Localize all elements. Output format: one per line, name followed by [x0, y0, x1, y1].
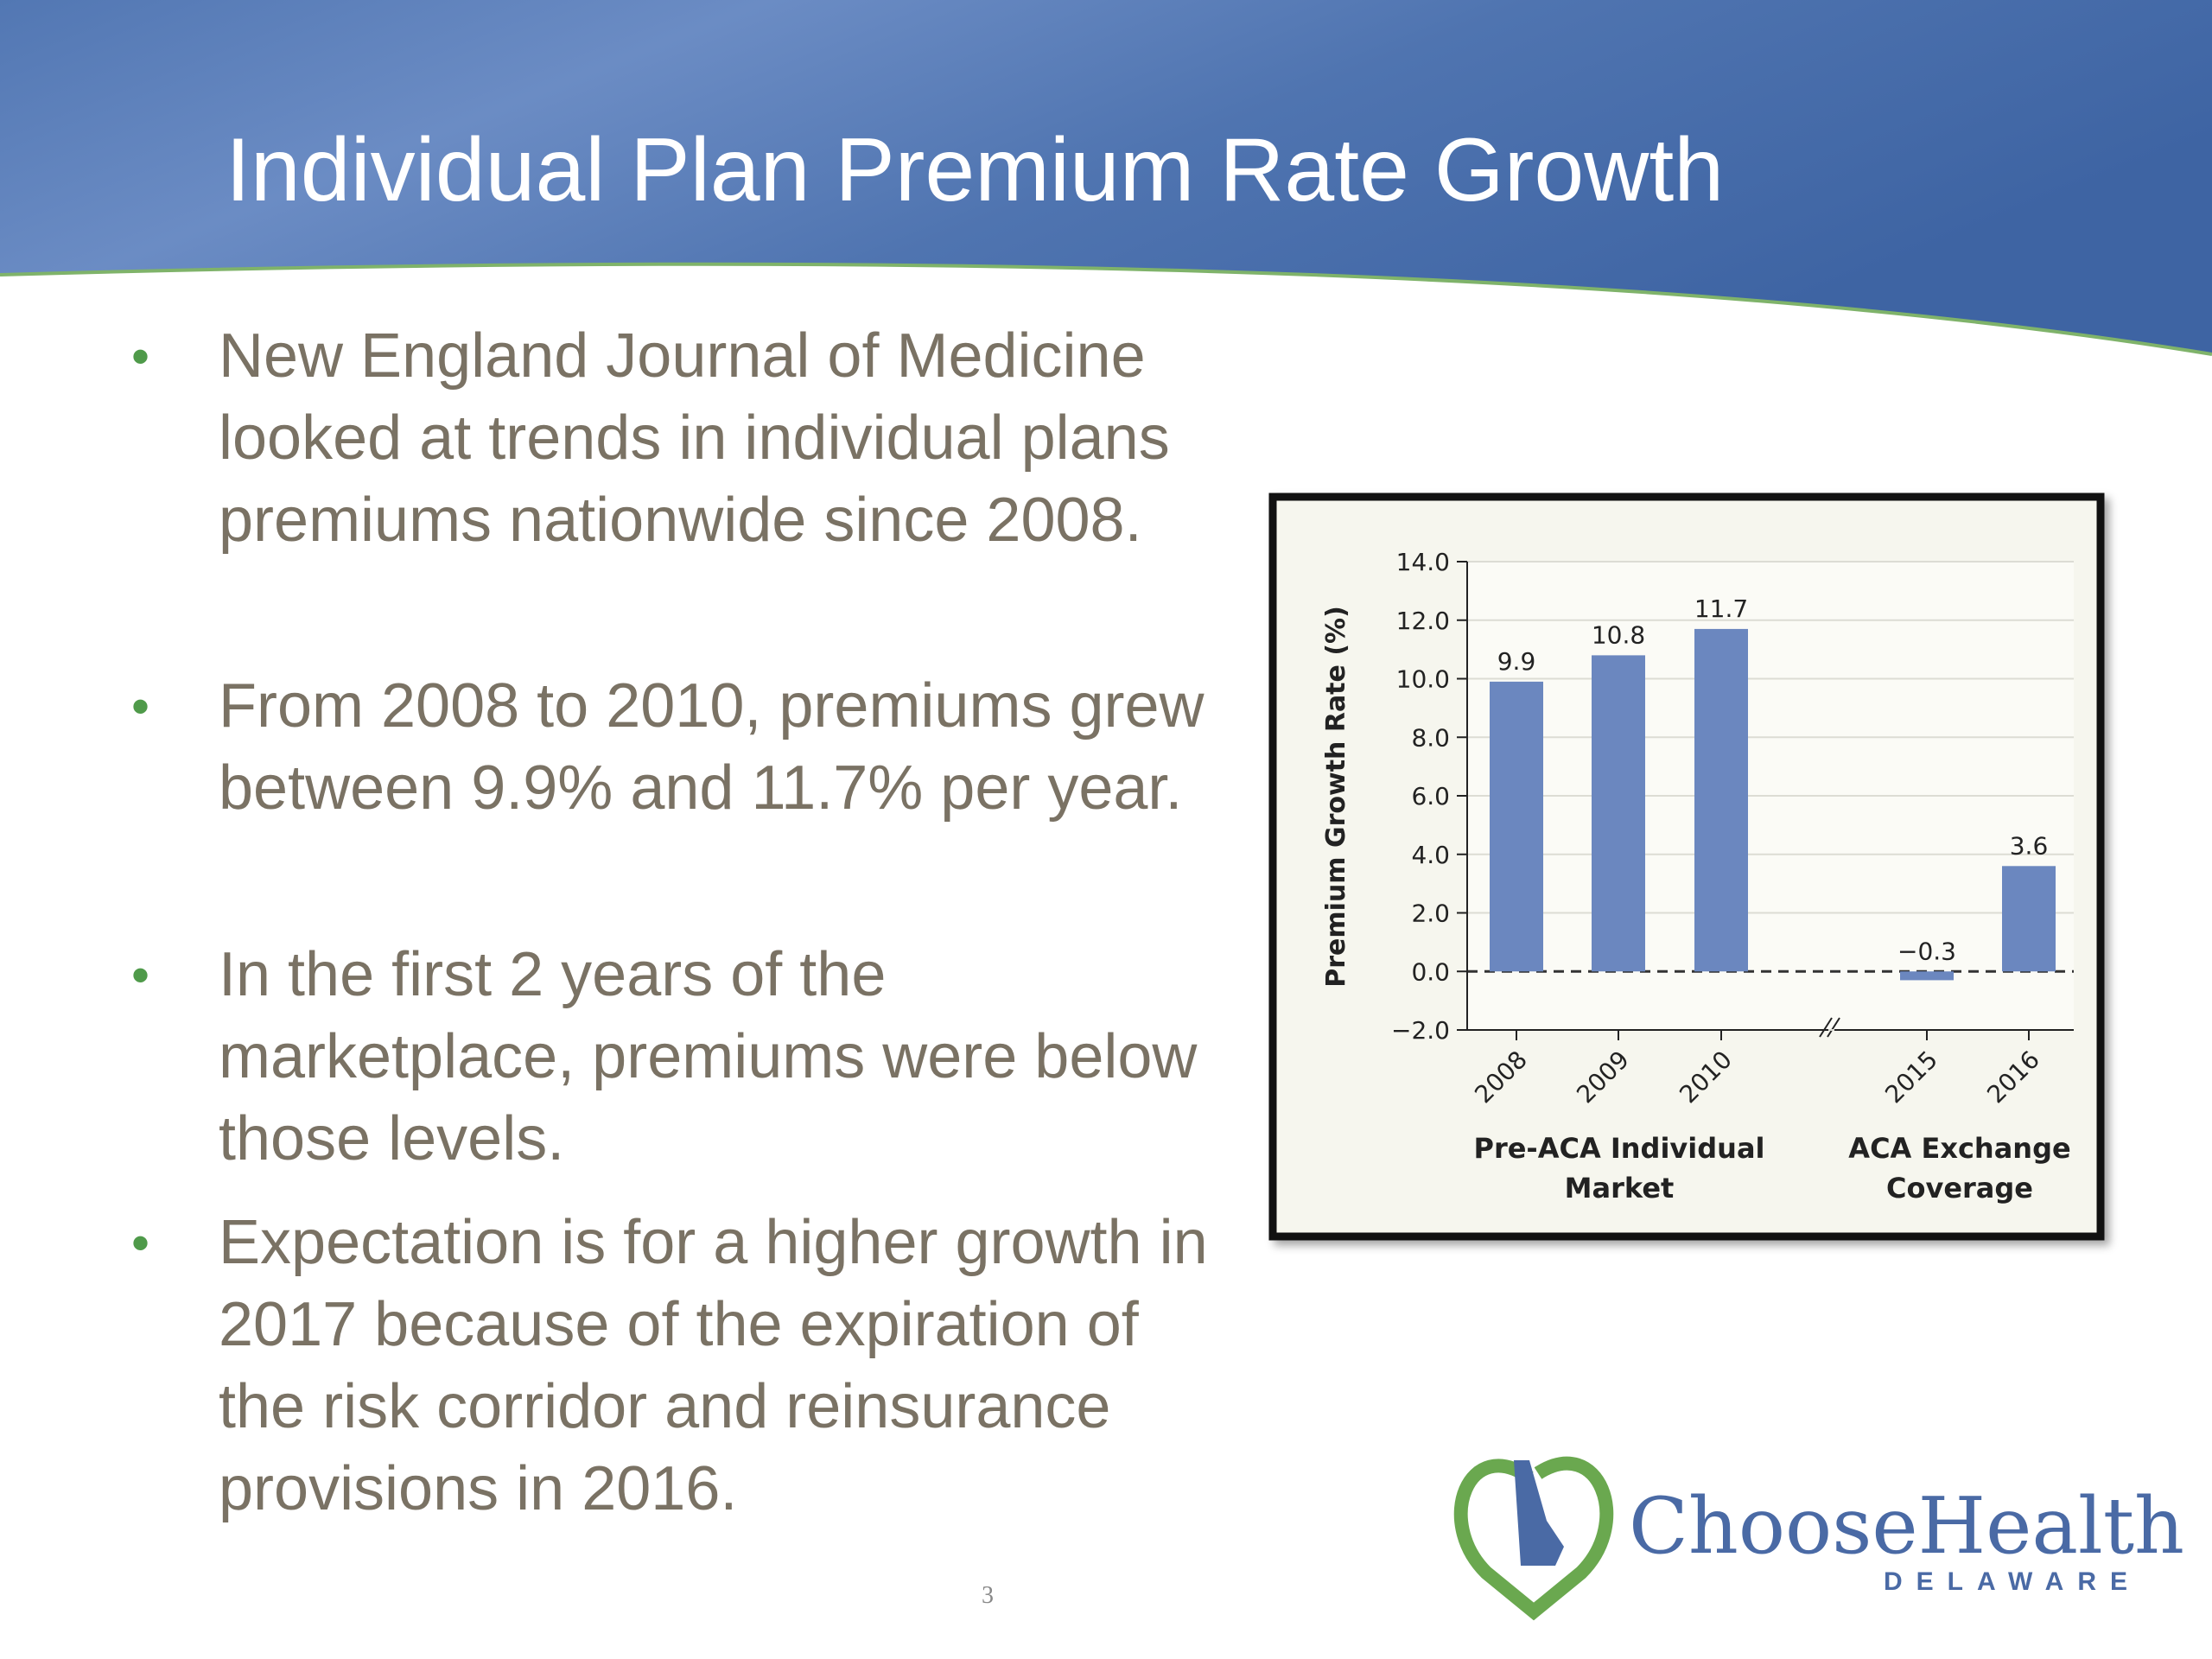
logo-heart: [1453, 1456, 1614, 1621]
axis-break: [1819, 1017, 1840, 1038]
group-label: Pre-ACA Individual Market: [1473, 1132, 1764, 1205]
bar: [2002, 866, 2056, 972]
y-tick-label: 2.0: [1411, 899, 1450, 928]
logo-subtitle: DELAWARE: [1884, 1567, 2141, 1596]
value-label: 9.9: [1497, 647, 1536, 676]
y-tick-label: 14.0: [1396, 548, 1450, 576]
bullet-text: Expectation is for a higher growth in 20…: [219, 1208, 1208, 1523]
value-label: 3.6: [2010, 831, 2049, 860]
bullet-text: In the first 2 years of the marketplace,…: [219, 940, 1198, 1173]
header-band: [0, 0, 2212, 354]
value-label: 11.7: [1694, 594, 1748, 623]
group-label-line: Coverage: [1886, 1172, 2033, 1205]
value-label: 10.8: [1592, 620, 1645, 649]
chart: Premium Growth Rate (%) −2.0 0.0 2.0 4.0 6.0…: [1268, 493, 2105, 1241]
bullet-dot: •: [131, 1214, 150, 1272]
bullet-dot: •: [131, 677, 150, 735]
bullet-text: New England Journal of Medicine looked a…: [219, 321, 1170, 555]
bar: [1900, 971, 1954, 981]
y-tick-label: 0.0: [1411, 957, 1450, 986]
bar: [1694, 628, 1748, 972]
group-label-line: ACA Exchange: [1848, 1132, 2070, 1165]
logo-name: ChooseHealth: [1629, 1481, 2184, 1572]
group-label-line: Market: [1565, 1172, 1675, 1205]
y-tick-label: 8.0: [1411, 723, 1450, 752]
group-label: ACA Exchange Coverage: [1848, 1132, 2070, 1205]
page-number: 3: [982, 1582, 994, 1609]
bar: [1592, 655, 1645, 972]
header-accent: [0, 262, 2212, 356]
bullet-dot: •: [131, 946, 150, 1004]
group-label-line: Pre-ACA Individual: [1473, 1132, 1764, 1165]
y-tick-label: 12.0: [1396, 607, 1450, 635]
bullet-text: From 2008 to 2010, premiums grew between…: [219, 671, 1205, 823]
y-tick-label: 10.0: [1396, 665, 1450, 694]
y-axis-title: Premium Growth Rate (%): [1321, 606, 1351, 988]
logo-state: [1514, 1460, 1564, 1566]
slide-title: Individual Plan Premium Rate Growth: [226, 120, 1724, 220]
y-tick-label: −2.0: [1391, 1016, 1450, 1045]
bar: [1490, 681, 1543, 972]
bullet-dot: •: [131, 327, 150, 385]
y-tick-label: 4.0: [1411, 841, 1450, 869]
y-tick-label: 6.0: [1411, 782, 1450, 810]
value-label: −0.3: [1897, 937, 1956, 965]
